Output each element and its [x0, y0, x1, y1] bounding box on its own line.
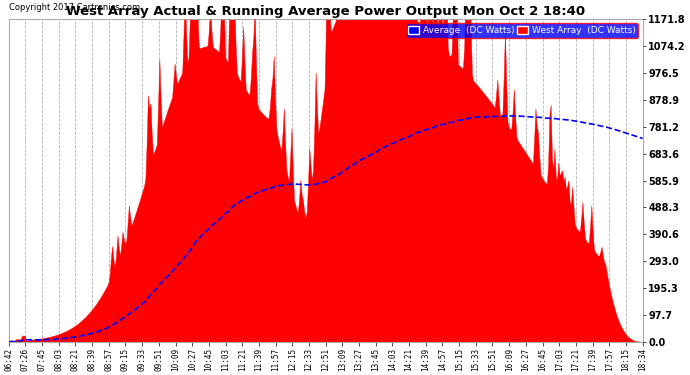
Text: Copyright 2017 Cartronics.com: Copyright 2017 Cartronics.com	[9, 3, 140, 12]
Legend: Average  (DC Watts), West Array  (DC Watts): Average (DC Watts), West Array (DC Watts…	[406, 24, 638, 38]
Title: West Array Actual & Running Average Power Output Mon Oct 2 18:40: West Array Actual & Running Average Powe…	[66, 5, 585, 18]
